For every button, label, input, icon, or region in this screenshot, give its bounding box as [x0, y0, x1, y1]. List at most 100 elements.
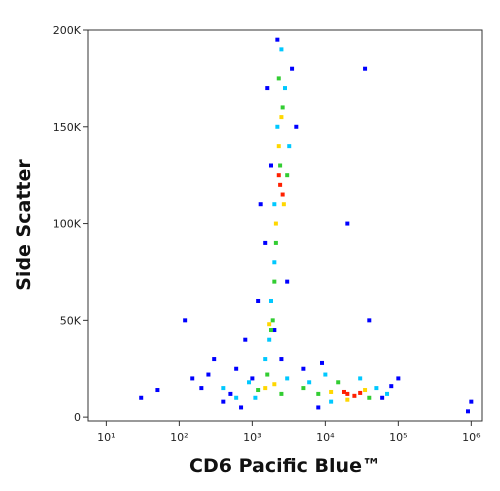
point — [389, 384, 394, 389]
y-axis-title: Side Scatter — [13, 159, 35, 291]
y-tick-label: 50K — [60, 314, 82, 327]
point — [301, 366, 306, 371]
point — [276, 76, 281, 81]
point — [234, 395, 239, 400]
x-tick-label: 10¹ — [97, 431, 115, 444]
point — [316, 391, 321, 396]
point — [363, 388, 368, 393]
point — [316, 405, 321, 410]
x-axis-title: CD6 Pacific Blue™ — [189, 455, 381, 477]
point — [272, 382, 277, 387]
point — [256, 388, 261, 393]
point — [183, 318, 188, 323]
point — [285, 376, 290, 381]
point — [352, 393, 357, 398]
x-tick-label: 10³ — [243, 431, 261, 444]
point — [285, 279, 290, 284]
point — [268, 163, 273, 168]
point — [358, 390, 363, 395]
point — [275, 124, 280, 129]
point — [278, 182, 283, 187]
point — [285, 173, 290, 178]
point — [268, 328, 273, 333]
point — [280, 105, 285, 110]
point — [279, 391, 284, 396]
point — [272, 202, 277, 207]
point — [275, 37, 280, 42]
point — [272, 328, 277, 333]
point — [363, 66, 368, 71]
point — [279, 47, 284, 52]
point — [345, 221, 350, 226]
point — [329, 399, 334, 404]
point — [276, 173, 281, 178]
point — [234, 366, 239, 371]
x-tick-label: 10⁵ — [389, 431, 407, 444]
point — [265, 86, 270, 91]
point — [345, 397, 350, 402]
point — [469, 399, 474, 404]
point — [374, 386, 379, 391]
point — [280, 192, 285, 197]
point — [287, 144, 292, 149]
point — [279, 115, 284, 120]
point — [278, 163, 283, 168]
point — [320, 360, 325, 365]
point — [341, 389, 346, 394]
point — [250, 376, 255, 381]
point — [258, 202, 263, 207]
point — [212, 357, 217, 362]
point — [272, 260, 277, 265]
y-tick-label: 0 — [74, 411, 81, 424]
point — [281, 202, 286, 207]
point — [301, 386, 306, 391]
point — [221, 386, 226, 391]
point — [263, 357, 268, 362]
point — [272, 279, 277, 284]
point — [243, 337, 248, 342]
y-tick-label: 150K — [53, 121, 82, 134]
point — [367, 395, 372, 400]
point — [239, 405, 244, 410]
point — [267, 337, 272, 342]
point — [367, 318, 372, 323]
point — [329, 389, 334, 394]
point — [385, 391, 390, 396]
point — [380, 395, 385, 400]
x-tick-label: 10⁴ — [316, 431, 335, 444]
point — [199, 386, 204, 391]
y-tick-label: 100K — [53, 218, 82, 231]
point — [276, 144, 281, 149]
plot-frame — [87, 29, 483, 422]
point — [465, 409, 470, 414]
point — [279, 357, 284, 362]
point — [263, 386, 268, 391]
point — [190, 376, 195, 381]
x-tick-label: 10⁶ — [462, 431, 481, 444]
point — [206, 372, 211, 377]
point — [323, 372, 328, 377]
point — [290, 66, 295, 71]
point — [263, 240, 268, 245]
y-tick-label: 200K — [53, 24, 82, 37]
point — [270, 318, 275, 323]
point — [273, 221, 278, 226]
point — [307, 380, 312, 385]
point — [256, 298, 261, 303]
point — [345, 391, 350, 396]
point — [253, 395, 258, 400]
point — [155, 388, 160, 393]
point — [268, 298, 273, 303]
point — [247, 380, 252, 385]
point — [139, 395, 144, 400]
point — [358, 376, 363, 381]
x-tick-label: 10² — [170, 431, 188, 444]
point — [267, 322, 272, 327]
point — [396, 376, 401, 381]
point — [221, 399, 226, 404]
point — [336, 380, 341, 385]
point — [294, 124, 299, 129]
point — [283, 86, 287, 91]
point — [273, 240, 278, 245]
